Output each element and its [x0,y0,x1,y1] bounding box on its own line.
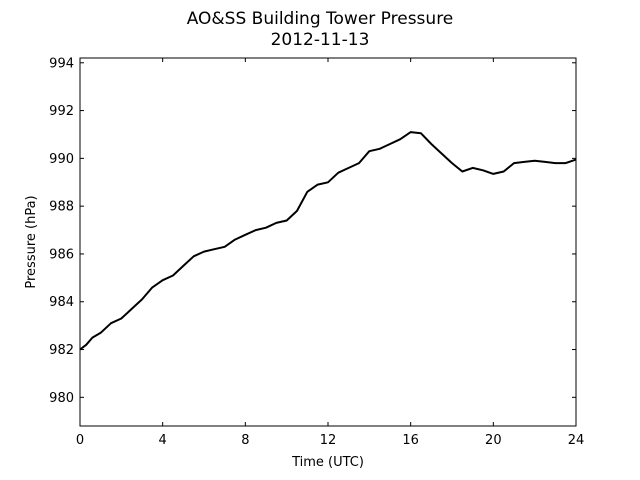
series-layer [79,131,577,351]
x-tick-label: 20 [485,433,502,448]
y-tick-label: 984 [49,295,74,310]
x-tick-label: 12 [320,433,337,448]
y-tick-label: 986 [49,247,74,262]
x-tick-label: 4 [159,433,167,448]
ticks-layer: 0 4 8 12 16 20 24 980 982 984 986 988 990 992 994 [49,56,584,448]
y-tick-label: 980 [49,391,74,406]
y-tick-label: 994 [49,56,74,71]
x-axis-label: Time (UTC) [291,455,364,470]
y-tick-label: 988 [49,200,74,215]
y-tick-label: 992 [49,104,74,119]
y-axis-label: Pressure (hPa) [24,195,39,288]
chart-subtitle: 2012-11-13 [271,30,370,50]
y-tick-label: 990 [49,152,74,167]
x-tick-label: 8 [241,433,249,448]
x-tick-label: 0 [76,433,84,448]
plot-frame [79,57,577,427]
pressure-series-line [79,131,577,351]
x-tick-label: 16 [402,433,419,448]
y-tick-label: 982 [49,343,74,358]
chart-title: AO&SS Building Tower Pressure [187,9,454,29]
x-tick-label: 24 [568,433,585,448]
